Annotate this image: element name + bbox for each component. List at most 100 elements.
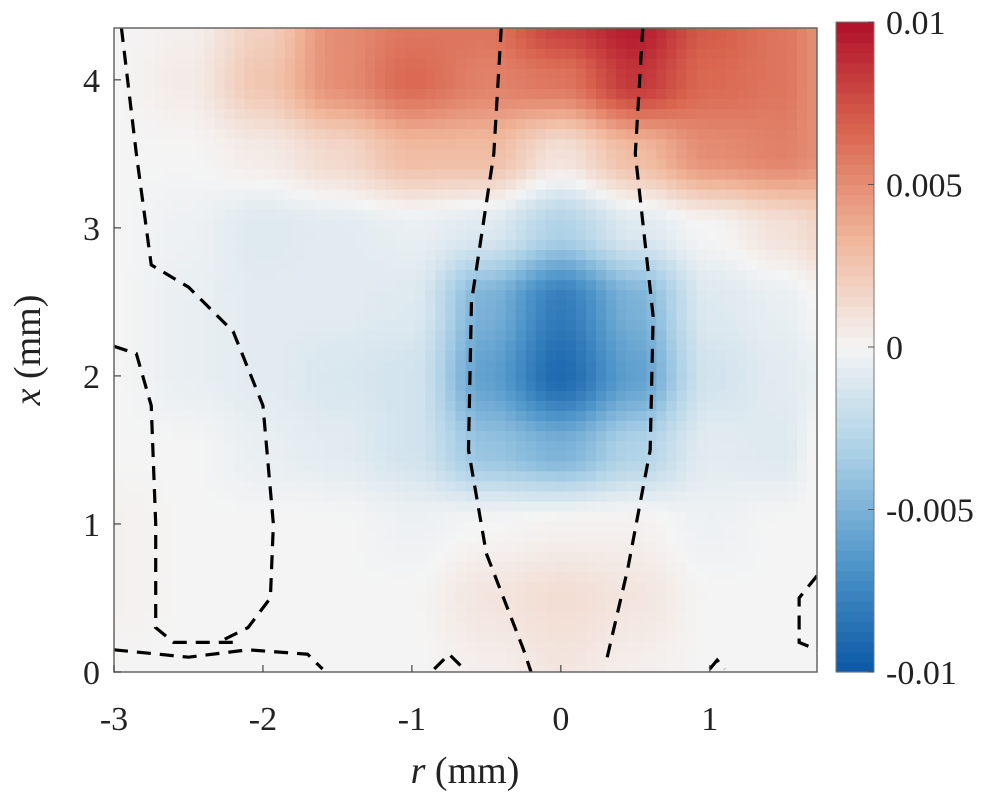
heatmap-cell: [194, 420, 205, 432]
heatmap-cell: [545, 450, 557, 462]
heatmap-cell: [264, 189, 276, 200]
heatmap-cell: [545, 591, 557, 603]
heatmap-cell: [555, 168, 567, 180]
heatmap-cell: [636, 511, 647, 522]
heatmap-cell: [395, 189, 406, 200]
heatmap-cell: [425, 621, 436, 633]
heatmap-cell: [214, 28, 226, 39]
heatmap-cell: [686, 98, 698, 110]
heatmap-cell: [766, 480, 778, 492]
heatmap-cell: [284, 68, 296, 79]
heatmap-cell: [606, 641, 617, 653]
heatmap-cell: [114, 259, 125, 271]
heatmap-cell: [254, 88, 266, 100]
heatmap-cell: [124, 229, 135, 240]
heatmap-cell: [294, 430, 306, 442]
heatmap-cell: [575, 289, 587, 301]
heatmap-cell: [686, 78, 698, 89]
heatmap-cell: [425, 168, 436, 180]
heatmap-cell: [535, 601, 547, 613]
heatmap-cell: [365, 48, 376, 59]
heatmap-cell: [324, 209, 336, 220]
heatmap-cell: [606, 581, 617, 593]
heatmap-cell: [586, 380, 597, 391]
heatmap-cell: [565, 591, 577, 603]
heatmap-cell: [646, 430, 657, 442]
heatmap-cell: [385, 239, 396, 250]
heatmap-cell: [666, 38, 677, 49]
heatmap-cell: [616, 430, 627, 442]
heatmap-cell: [686, 611, 698, 623]
heatmap-cell: [375, 259, 386, 271]
heatmap-cell: [174, 360, 185, 371]
heatmap-cell: [314, 390, 326, 401]
heatmap-cell: [234, 239, 246, 250]
heatmap-cell: [284, 631, 296, 643]
heatmap-cell: [324, 440, 336, 452]
heatmap-cell: [616, 380, 627, 391]
heatmap-cell: [445, 229, 457, 240]
heatmap-cell: [385, 641, 396, 653]
heatmap-cell: [515, 158, 527, 170]
heatmap-cell: [676, 360, 688, 371]
heatmap-cell: [324, 561, 336, 572]
heatmap-cell: [726, 500, 738, 512]
heatmap-cell: [274, 178, 286, 190]
heatmap-cell: [184, 360, 195, 371]
heatmap-cell: [224, 360, 236, 371]
heatmap-cell: [606, 631, 617, 643]
heatmap-cell: [686, 259, 698, 271]
heatmap-cell: [425, 380, 436, 391]
heatmap-cell: [415, 199, 426, 210]
heatmap-cell: [355, 148, 366, 160]
heatmap-cell: [495, 410, 507, 422]
heatmap-cell: [294, 440, 306, 452]
heatmap-cell: [565, 279, 577, 291]
heatmap-cell: [365, 128, 376, 140]
heatmap-cell: [596, 410, 607, 422]
heatmap-cell: [254, 641, 266, 653]
heatmap-cell: [224, 591, 236, 603]
heatmap-cell: [555, 28, 567, 39]
heatmap-cell: [676, 400, 688, 411]
heatmap-cell: [244, 631, 256, 643]
heatmap-cell: [264, 299, 276, 311]
heatmap-cell: [485, 148, 497, 160]
heatmap-cell: [294, 460, 306, 472]
heatmap-cell: [415, 98, 426, 110]
heatmap-cell: [294, 500, 306, 512]
heatmap-cell: [114, 88, 125, 100]
heatmap-cell: [786, 440, 798, 452]
heatmap-cell: [395, 450, 406, 462]
heatmap-cell: [134, 460, 145, 472]
heatmap-cell: [596, 531, 607, 542]
heatmap-cell: [586, 189, 597, 200]
heatmap-cell: [405, 521, 416, 532]
x-tick-label: -1: [398, 701, 426, 738]
heatmap-cell: [616, 511, 627, 522]
heatmap-cell: [786, 561, 798, 572]
heatmap-cell: [234, 48, 246, 59]
heatmap-cell: [194, 209, 205, 220]
heatmap-cell: [565, 480, 577, 492]
heatmap-cell: [555, 38, 567, 49]
heatmap-cell: [445, 48, 457, 59]
heatmap-cell: [626, 440, 637, 452]
heatmap-cell: [334, 430, 346, 442]
heatmap-cell: [666, 239, 677, 250]
heatmap-cell: [525, 460, 537, 472]
heatmap-cell: [666, 561, 677, 572]
heatmap-cell: [164, 219, 175, 230]
heatmap-cell: [485, 480, 497, 492]
heatmap-cell: [606, 531, 617, 542]
heatmap-cell: [776, 98, 788, 110]
heatmap-cell: [385, 128, 396, 140]
heatmap-cell: [294, 541, 306, 552]
heatmap-cell: [204, 410, 216, 422]
heatmap-cell: [756, 68, 768, 79]
heatmap-cell: [616, 219, 627, 230]
heatmap-cell: [796, 88, 808, 100]
heatmap-cell: [656, 259, 667, 271]
heatmap-cell: [114, 279, 125, 291]
heatmap-cell: [766, 219, 778, 230]
